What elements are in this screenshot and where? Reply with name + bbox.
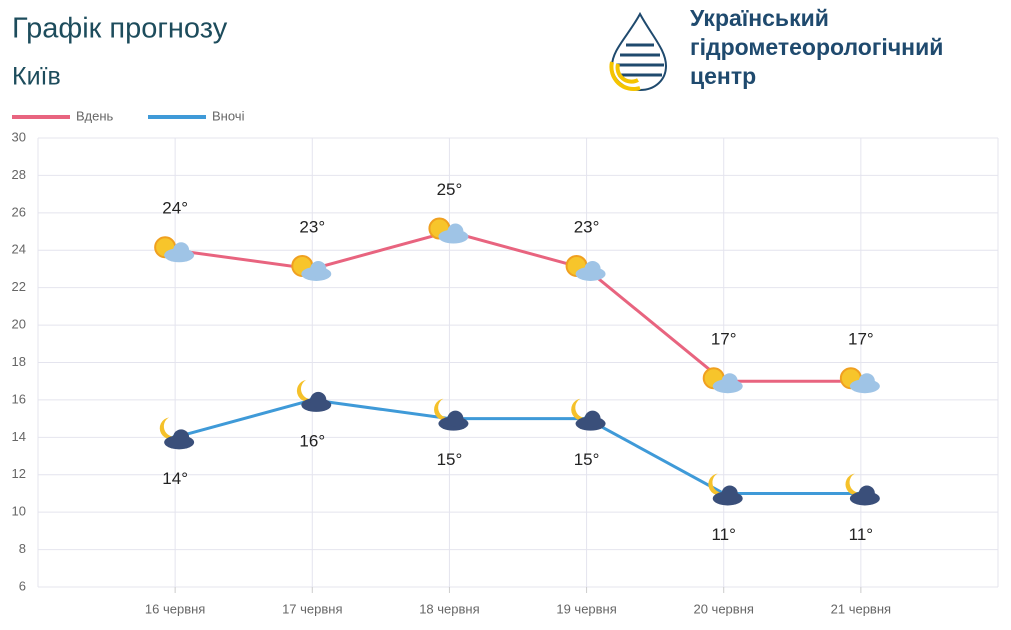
y-tick-label: 10 [12, 504, 26, 519]
moon [845, 473, 865, 496]
y-tick-label: 14 [12, 429, 26, 444]
cloud [858, 373, 875, 390]
logo-icon [609, 11, 668, 92]
legend-label: Вночі [212, 108, 245, 123]
series-line [174, 398, 861, 495]
weather-icon [159, 417, 195, 450]
weather-icon [702, 367, 743, 394]
y-tick-label: 28 [12, 167, 26, 182]
weather-icon [154, 236, 195, 263]
cloud [310, 260, 327, 277]
data-label: 23° [299, 217, 325, 236]
y-tick-label: 18 [12, 354, 26, 369]
moon [708, 473, 728, 496]
y-tick-label: 12 [12, 466, 26, 481]
logo-text: Український [690, 5, 829, 31]
cloud [858, 485, 875, 502]
data-label: 14° [162, 469, 188, 488]
x-tick-label: 16 червня [145, 601, 205, 616]
chart-title: Графік прогнозу [12, 13, 228, 45]
legend-label: Вдень [76, 108, 114, 123]
data-label: 17° [848, 330, 874, 349]
data-label: 11° [711, 525, 735, 544]
weather-icon [434, 398, 469, 431]
weather-icon [565, 254, 606, 281]
data-label: 16° [299, 431, 325, 450]
cloud [584, 260, 601, 277]
x-tick-label: 17 червня [282, 601, 342, 616]
data-label: 11° [849, 525, 873, 544]
x-tick-label: 18 червня [419, 601, 479, 616]
moon [434, 398, 454, 421]
moon [571, 398, 591, 421]
weather-icon [296, 379, 332, 412]
weather-icon [708, 473, 743, 506]
x-tick-label: 20 червня [693, 601, 753, 616]
cloud [310, 391, 327, 408]
y-tick-label: 22 [12, 279, 26, 294]
cloud [447, 223, 464, 240]
weather-icon [428, 217, 469, 244]
moon [296, 379, 317, 402]
data-label: 23° [574, 217, 600, 236]
data-label: 17° [711, 330, 737, 349]
y-tick-label: 6 [19, 578, 26, 593]
cloud [721, 485, 738, 502]
data-label: 15° [437, 450, 463, 469]
y-tick-label: 26 [12, 204, 26, 219]
data-label: 25° [437, 180, 463, 199]
cloud [447, 410, 464, 427]
cloud [584, 410, 601, 427]
moon [159, 417, 180, 440]
weather-icon [291, 254, 332, 281]
weather-icon [571, 398, 606, 431]
chart-subtitle: Київ [12, 63, 61, 91]
y-tick-label: 20 [12, 317, 26, 332]
data-label: 15° [574, 450, 600, 469]
y-tick-label: 8 [19, 541, 26, 556]
y-tick-label: 30 [12, 129, 26, 144]
y-tick-label: 24 [12, 242, 26, 257]
x-tick-label: 21 червня [831, 601, 891, 616]
cloud [173, 429, 190, 446]
cloud [721, 373, 738, 390]
logo-text: гідрометеорологічний [690, 34, 943, 60]
weather-icon [839, 367, 880, 394]
data-label: 24° [162, 199, 188, 218]
cloud [173, 242, 190, 259]
weather-icon [845, 473, 880, 506]
series-line [174, 229, 861, 383]
logo-text: центр [690, 63, 756, 89]
x-tick-label: 19 червня [556, 601, 616, 616]
y-tick-label: 16 [12, 391, 26, 406]
